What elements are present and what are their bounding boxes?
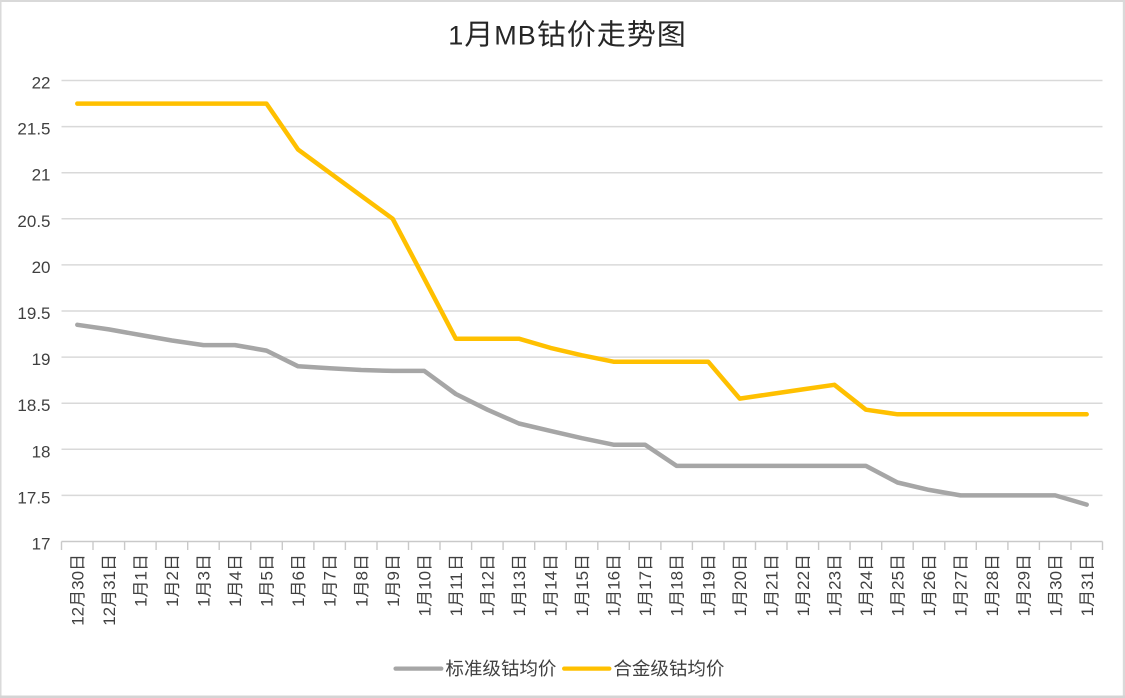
svg-text:20: 20 xyxy=(731,571,750,590)
svg-text:1: 1 xyxy=(510,607,529,616)
svg-text:12: 12 xyxy=(479,571,498,590)
svg-text:28: 28 xyxy=(983,571,1002,590)
svg-text:1: 1 xyxy=(479,607,498,616)
svg-text:17.5: 17.5 xyxy=(17,488,50,507)
svg-text:1: 1 xyxy=(1015,607,1034,616)
svg-text:25: 25 xyxy=(889,571,908,590)
svg-text:1: 1 xyxy=(258,597,277,606)
svg-text:10: 10 xyxy=(415,571,434,590)
svg-text:20: 20 xyxy=(32,258,51,277)
svg-text:1: 1 xyxy=(447,607,466,616)
svg-text:23: 23 xyxy=(826,571,845,590)
svg-text:19.5: 19.5 xyxy=(17,304,50,323)
svg-text:22: 22 xyxy=(32,74,51,93)
svg-text:1: 1 xyxy=(952,607,971,616)
svg-text:1: 1 xyxy=(794,607,813,616)
svg-text:30: 30 xyxy=(68,571,87,590)
svg-text:1: 1 xyxy=(1046,607,1065,616)
svg-text:1: 1 xyxy=(352,597,371,606)
svg-text:1: 1 xyxy=(605,607,624,616)
svg-text:30: 30 xyxy=(1046,571,1065,590)
svg-text:13: 13 xyxy=(510,571,529,590)
svg-text:17: 17 xyxy=(32,535,51,554)
svg-text:21.5: 21.5 xyxy=(17,120,50,139)
svg-text:1: 1 xyxy=(163,597,182,606)
svg-text:26: 26 xyxy=(920,571,939,590)
svg-text:4: 4 xyxy=(226,571,245,580)
svg-text:1: 1 xyxy=(983,607,1002,616)
svg-text:18: 18 xyxy=(32,442,51,461)
svg-text:M: M xyxy=(494,21,517,51)
svg-text:6: 6 xyxy=(289,571,308,580)
svg-text:27: 27 xyxy=(952,571,971,590)
svg-text:5: 5 xyxy=(258,571,277,580)
svg-text:1: 1 xyxy=(132,571,151,580)
svg-text:18.5: 18.5 xyxy=(17,396,50,415)
svg-text:21: 21 xyxy=(762,571,781,590)
svg-text:12: 12 xyxy=(68,607,87,626)
svg-text:22: 22 xyxy=(794,571,813,590)
svg-text:18: 18 xyxy=(668,571,687,590)
svg-text:7: 7 xyxy=(321,571,340,580)
svg-text:1: 1 xyxy=(321,597,340,606)
svg-text:19: 19 xyxy=(699,571,718,590)
svg-text:11: 11 xyxy=(447,572,466,590)
svg-text:1: 1 xyxy=(920,607,939,616)
svg-text:1: 1 xyxy=(384,597,403,606)
svg-text:29: 29 xyxy=(1015,571,1034,590)
svg-text:15: 15 xyxy=(573,571,592,590)
svg-text:1: 1 xyxy=(448,21,463,51)
svg-text:1: 1 xyxy=(731,607,750,616)
svg-text:19: 19 xyxy=(32,350,51,369)
svg-text:3: 3 xyxy=(195,571,214,580)
svg-text:1: 1 xyxy=(415,607,434,616)
svg-text:1: 1 xyxy=(762,607,781,616)
svg-text:9: 9 xyxy=(384,571,403,580)
svg-text:1: 1 xyxy=(636,607,655,616)
svg-text:1: 1 xyxy=(889,607,908,616)
svg-text:12: 12 xyxy=(100,607,119,626)
svg-text:21: 21 xyxy=(32,166,51,185)
svg-text:1: 1 xyxy=(226,597,245,606)
svg-text:1: 1 xyxy=(668,607,687,616)
svg-text:1: 1 xyxy=(1078,607,1097,616)
svg-text:31: 31 xyxy=(100,571,119,590)
svg-text:8: 8 xyxy=(352,571,371,580)
svg-text:20.5: 20.5 xyxy=(17,212,50,231)
svg-text:1: 1 xyxy=(699,607,718,616)
svg-text:1: 1 xyxy=(132,597,151,606)
svg-text:24: 24 xyxy=(857,571,876,590)
svg-text:2: 2 xyxy=(163,571,182,580)
svg-text:1: 1 xyxy=(826,607,845,616)
svg-text:31: 31 xyxy=(1078,571,1097,590)
svg-text:17: 17 xyxy=(636,571,655,590)
svg-text:1: 1 xyxy=(195,597,214,606)
svg-text:1: 1 xyxy=(289,597,308,606)
svg-text:14: 14 xyxy=(542,571,561,590)
svg-text:1: 1 xyxy=(542,607,561,616)
svg-text:1: 1 xyxy=(573,607,592,616)
svg-text:1: 1 xyxy=(857,607,876,616)
svg-text:B: B xyxy=(518,21,536,51)
svg-text:16: 16 xyxy=(605,571,624,590)
